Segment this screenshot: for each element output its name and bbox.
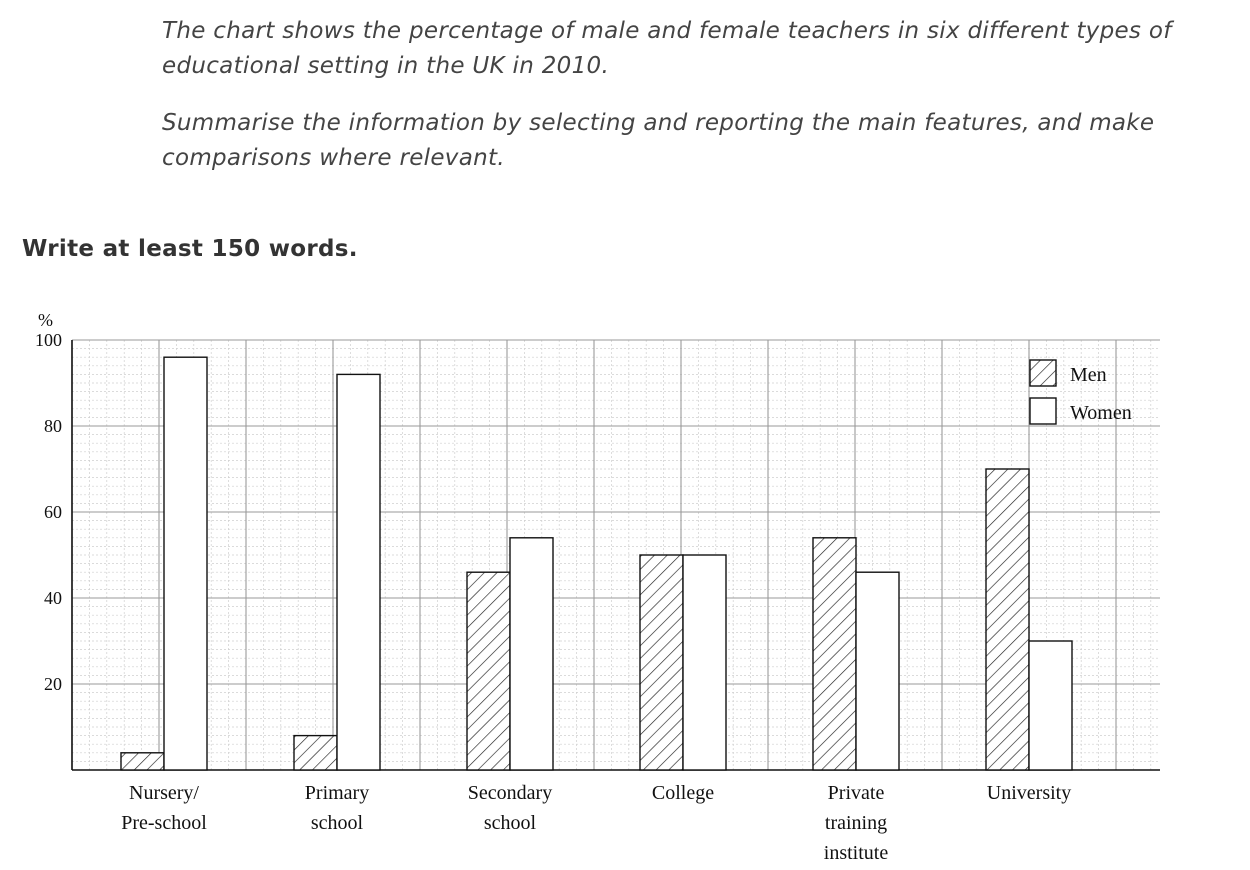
bar-women [682,554,727,771]
chart-axes [71,340,1160,771]
y-tick-label: 60 [44,502,62,522]
x-category-label: Secondary school [468,782,552,834]
bar-women [163,356,208,771]
bar-men [639,554,684,771]
y-tick-label: 40 [44,588,62,608]
bar-women [855,571,900,771]
x-category-label: Private training institute [824,782,889,864]
bar-men [812,537,857,771]
word-count-instruction: Write at least 150 words. [22,236,358,262]
bar-men [293,734,338,771]
bar-women [509,537,554,771]
task-instruction: Summarise the information by selecting a… [162,110,1155,171]
chart-grid [71,339,1160,771]
legend-swatch-women [1029,397,1057,425]
y-tick-label: 20 [44,674,62,694]
bar-women [1028,640,1073,771]
bar-women [336,373,381,771]
chart-bars [120,356,1073,771]
bar-men [120,752,165,771]
x-category-label: Nursery/Pre-school [121,782,207,834]
chart-labels: 20 40 60 80 100% Nursery/Pre-school Primary sch… [35,310,1071,864]
task-prompt: The chart shows the percentage of male a… [162,14,1222,198]
legend-label-men: Men [1070,364,1107,386]
x-category-label: Primary school [305,782,369,834]
legend-swatch-men [1029,359,1057,387]
task-description: The chart shows the percentage of male a… [162,18,1172,79]
bar-men [466,571,511,771]
y-tick-label: 80 [44,416,62,436]
y-axis-label: % [38,310,53,330]
y-tick-label: 100 [35,330,62,350]
x-category-label: College [652,782,714,804]
bar-men [985,468,1030,771]
chart-legend: Men Women [1029,359,1132,425]
legend-label-women: Women [1070,402,1132,424]
x-category-label: University [987,782,1071,804]
